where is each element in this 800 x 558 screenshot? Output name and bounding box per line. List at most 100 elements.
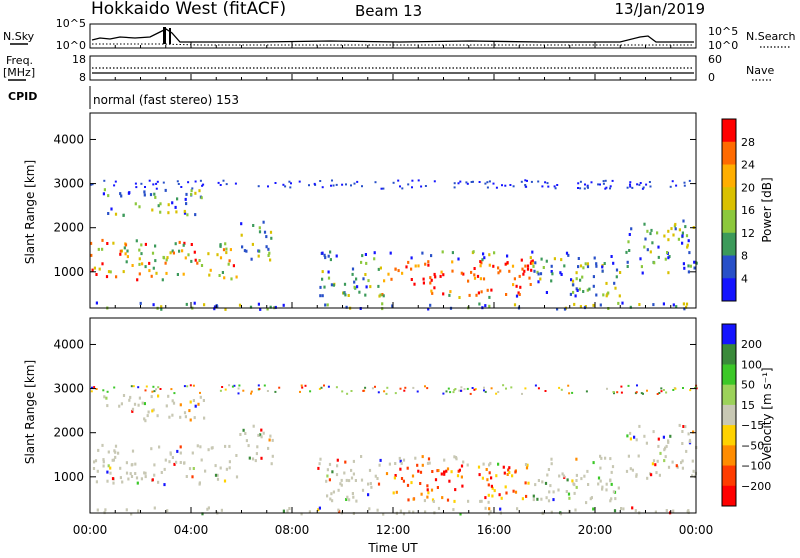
echo-cell xyxy=(570,278,573,282)
echo-cell xyxy=(219,256,223,260)
echo-cell xyxy=(179,403,182,407)
echo-cell xyxy=(446,467,450,471)
echo-cell xyxy=(174,242,177,246)
echo-cell xyxy=(123,246,126,250)
echo-cell xyxy=(537,180,540,183)
echo-cell xyxy=(662,389,665,391)
echo-cell xyxy=(473,276,477,280)
echo-cell xyxy=(175,210,178,214)
echo-cell xyxy=(266,307,269,311)
echo-cell xyxy=(577,187,579,189)
echo-cell xyxy=(526,264,530,268)
echo-cell xyxy=(427,307,430,311)
echo-cell xyxy=(514,470,517,474)
echo-cell xyxy=(119,192,122,196)
echo-cell xyxy=(177,183,180,185)
echo-cell xyxy=(130,385,133,388)
echo-cell xyxy=(249,305,253,309)
echo-cell xyxy=(528,276,531,280)
echo-cell xyxy=(254,459,257,463)
echo-cell xyxy=(550,264,553,268)
echo-cell xyxy=(687,264,690,268)
echo-cell xyxy=(424,385,426,388)
echo-cell xyxy=(167,394,170,398)
echo-cell xyxy=(189,418,192,422)
echo-cell xyxy=(490,288,493,292)
echo-cell xyxy=(219,244,222,248)
echo-cell xyxy=(592,461,595,465)
echo-cell xyxy=(434,275,437,279)
echo-cell xyxy=(143,417,146,421)
echo-cell xyxy=(270,236,273,240)
echo-cell xyxy=(601,487,604,491)
noise-right-tick-bottom: 10^0 xyxy=(708,39,738,52)
echo-cell xyxy=(103,179,106,182)
echo-cell xyxy=(663,459,666,463)
echo-cell xyxy=(497,462,500,466)
echo-cell xyxy=(394,462,397,465)
echo-cell xyxy=(157,386,160,389)
echo-cell xyxy=(257,185,260,188)
echo-cell xyxy=(685,302,689,306)
echo-cell xyxy=(377,267,380,271)
echo-cell xyxy=(199,395,202,399)
echo-cell xyxy=(345,305,348,309)
echo-cell xyxy=(631,506,634,510)
echo-cell xyxy=(426,495,429,499)
echo-cell xyxy=(586,262,589,266)
echo-cell xyxy=(585,501,588,505)
echo-cell xyxy=(160,471,163,474)
echo-cell xyxy=(393,476,396,480)
echo-cell xyxy=(200,458,203,462)
echo-cell xyxy=(103,395,106,399)
echo-cell xyxy=(478,473,481,477)
echo-cell xyxy=(537,479,540,482)
freq-left-label-1: Freq. xyxy=(6,54,33,67)
echo-cell xyxy=(651,241,654,245)
echo-cell xyxy=(605,488,608,492)
echo-cell xyxy=(582,266,585,270)
echo-cell xyxy=(335,254,338,258)
echo-cell xyxy=(176,197,179,201)
colorbar-segment xyxy=(722,445,736,467)
echo-cell xyxy=(443,470,446,474)
echo-cell xyxy=(430,488,434,492)
echo-cell xyxy=(258,388,261,390)
echo-cell xyxy=(228,384,231,387)
echo-cell xyxy=(473,267,476,270)
echo-cell xyxy=(547,468,550,471)
echo-cell xyxy=(571,279,575,283)
echo-cell xyxy=(677,237,680,241)
echo-cell xyxy=(324,256,327,260)
echo-cell xyxy=(120,249,123,253)
echo-cell xyxy=(506,473,509,476)
echo-cell xyxy=(330,184,332,187)
echo-cell xyxy=(337,508,340,512)
echo-cell xyxy=(301,386,304,389)
echo-cell xyxy=(495,186,498,189)
echo-cell xyxy=(328,478,331,482)
echo-cell xyxy=(625,469,629,473)
echo-cell xyxy=(614,497,617,501)
echo-cell xyxy=(319,294,322,298)
echo-cell xyxy=(449,290,452,294)
echo-cell xyxy=(267,247,270,251)
echo-cell xyxy=(262,220,265,224)
echo-cell xyxy=(664,446,667,450)
echo-cell xyxy=(645,183,648,186)
echo-cell xyxy=(420,185,423,188)
echo-cell xyxy=(156,180,159,183)
echo-cell xyxy=(361,254,364,258)
echo-cell xyxy=(524,184,527,186)
echo-cell xyxy=(610,482,613,486)
echo-cell xyxy=(336,458,339,462)
echo-cell xyxy=(605,186,608,189)
echo-cell xyxy=(498,493,501,497)
echo-cell xyxy=(654,463,657,467)
echo-cell xyxy=(386,386,389,389)
echo-cell xyxy=(410,481,413,485)
echo-cell xyxy=(157,480,160,484)
echo-cell xyxy=(192,384,195,387)
echo-cell xyxy=(639,257,642,261)
echo-cell xyxy=(131,463,134,467)
